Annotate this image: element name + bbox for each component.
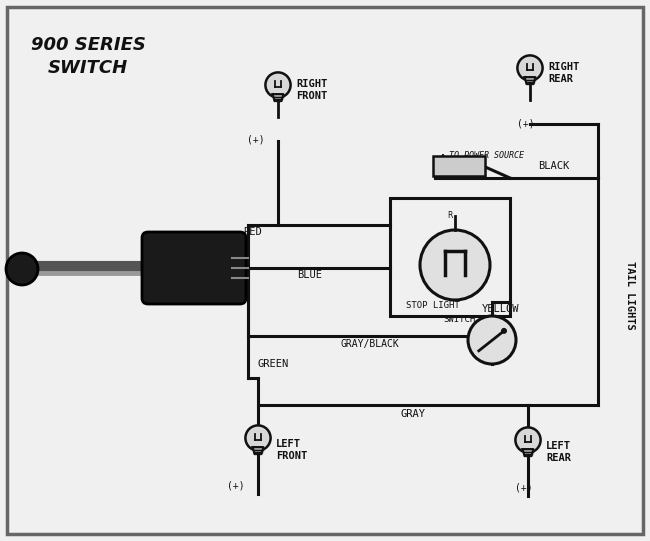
Circle shape [501,328,507,334]
Text: (+): (+) [247,135,265,145]
Circle shape [515,427,541,453]
Text: LEFT
FRONT: LEFT FRONT [276,439,307,461]
Text: RIGHT
REAR: RIGHT REAR [548,62,579,84]
Text: L: L [461,266,465,275]
Text: STOP LIGHT: STOP LIGHT [406,301,460,310]
Circle shape [6,253,38,285]
Circle shape [468,316,516,364]
Text: BLACK: BLACK [538,161,569,171]
Text: TO POWER SOURCE: TO POWER SOURCE [449,151,524,160]
Circle shape [517,55,543,81]
Circle shape [420,230,490,300]
Circle shape [246,425,270,451]
Polygon shape [253,447,263,454]
Circle shape [265,72,291,97]
Text: (+): (+) [227,480,245,490]
Polygon shape [272,94,283,101]
Text: GRAY: GRAY [400,409,426,419]
Text: (+): (+) [517,118,535,128]
Text: (+): (+) [515,482,533,492]
Text: 900 SERIES: 900 SERIES [31,36,146,54]
FancyBboxPatch shape [142,232,246,304]
Text: YELLOW: YELLOW [482,304,520,314]
Text: TAIL LIGHTS: TAIL LIGHTS [625,261,635,329]
Text: FUSE: FUSE [447,162,471,170]
Text: BLUE: BLUE [298,270,322,280]
Text: RIGHT
FRONT: RIGHT FRONT [296,79,327,101]
Text: SWITCH: SWITCH [444,315,476,324]
FancyBboxPatch shape [433,156,485,176]
Text: SWITCH: SWITCH [48,59,128,77]
Text: R: R [447,211,452,220]
Text: GRAY/BLACK: GRAY/BLACK [341,339,399,349]
Text: GREEN: GREEN [257,359,289,369]
Text: LEFT
REAR: LEFT REAR [546,441,571,463]
Polygon shape [525,77,536,84]
Polygon shape [523,449,534,456]
Text: P: P [443,266,448,275]
Text: RED: RED [244,227,263,237]
